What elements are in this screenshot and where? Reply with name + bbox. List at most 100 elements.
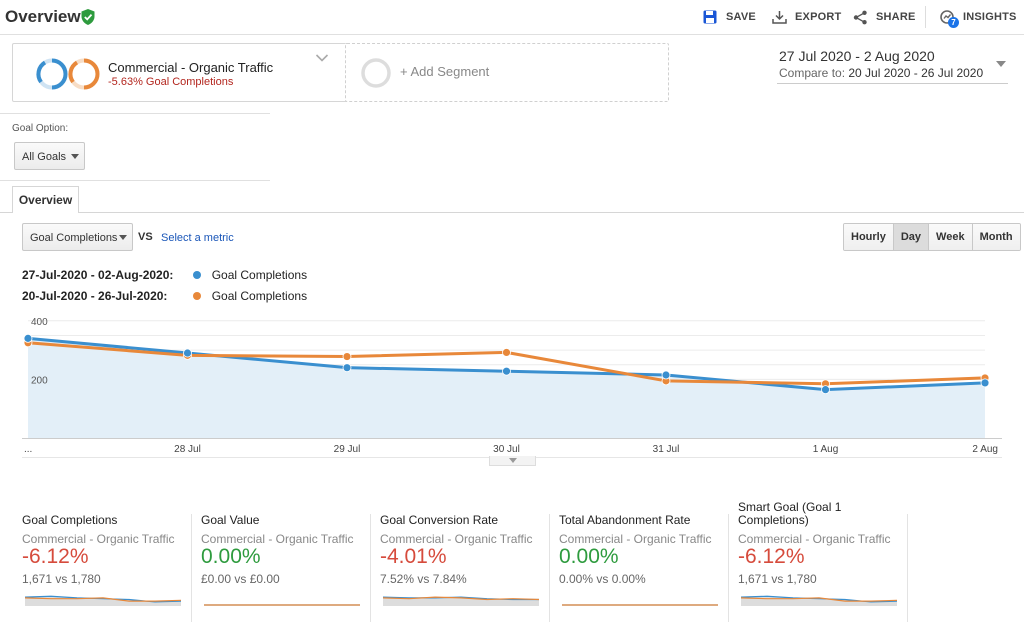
tab-overview[interactable]: Overview: [12, 186, 79, 213]
insights-count-badge: 7: [948, 17, 959, 28]
summary-card[interactable]: Goal Conversion Rate Commercial - Organic…: [380, 500, 550, 620]
save-button[interactable]: SAVE: [703, 0, 756, 34]
series-1-point: [502, 366, 511, 376]
page-title: Overview: [5, 7, 81, 26]
series-1-point: [183, 348, 192, 358]
card-percent-change: -6.12%: [738, 545, 805, 568]
x-tick-label: 1 Aug: [813, 444, 839, 455]
card-segment: Commercial - Organic Traffic: [380, 532, 533, 546]
card-title: Goal Value: [201, 513, 260, 527]
date-range-compare: Compare to: 20 Jul 2020 - 26 Jul 2020: [779, 66, 983, 80]
card-percent-change: -4.01%: [380, 545, 447, 568]
card-divider: [549, 514, 550, 622]
period-day-button[interactable]: Day: [892, 224, 929, 250]
select-metric-link[interactable]: Select a metric: [161, 232, 234, 244]
date-range-picker[interactable]: 27 Jul 2020 - 2 Aug 2020 Compare to: 20 …: [777, 46, 1008, 84]
export-button[interactable]: EXPORT: [772, 0, 841, 34]
export-label: EXPORT: [795, 11, 842, 23]
card-divider: [907, 514, 908, 622]
legend-range: 20-Jul-2020 - 26-Jul-2020:: [22, 289, 168, 303]
sparkline-series-1: [382, 596, 539, 601]
card-divider: [370, 514, 371, 622]
card-divider: [191, 514, 192, 622]
segment-change: -5.63% Goal Completions: [108, 76, 234, 88]
goal-option-label: Goal Option:: [12, 123, 69, 134]
period-toggle: Hourly Day Week Month: [843, 223, 1021, 251]
period-hourly-button[interactable]: Hourly: [844, 224, 893, 250]
legend-range: 27-Jul-2020 - 02-Aug-2020:: [22, 268, 174, 282]
legend-dot-orange: [193, 292, 202, 300]
card-segment: Commercial - Organic Traffic: [738, 532, 891, 546]
series-2-point: [342, 352, 352, 361]
summary-card[interactable]: Total Abandonment Rate Commercial - Organ…: [559, 500, 729, 620]
compare-prefix: Compare to:: [779, 66, 846, 80]
series-1-point: [661, 370, 671, 380]
card-title: Smart Goal (Goal 1 Completions): [738, 500, 842, 527]
sparkline-series-2: [740, 597, 898, 602]
x-tick-label: ...: [24, 444, 32, 455]
summary-card[interactable]: Goal Completions Commercial - Organic Tra…: [22, 500, 192, 620]
card-comparison: £0.00 vs £0.00: [201, 572, 280, 586]
metric-select-value: Goal Completions: [30, 232, 118, 244]
x-tick-label: 29 Jul: [334, 444, 361, 455]
add-segment-button[interactable]: + Add Segment: [345, 43, 669, 102]
compare-value: 20 Jul 2020 - 26 Jul 2020: [848, 66, 984, 80]
verified-shield-icon: [81, 9, 95, 25]
summary-card[interactable]: Smart Goal (Goal 1 Completions) Commercia…: [738, 500, 908, 620]
period-week-button[interactable]: Week: [928, 224, 972, 250]
series-area: [28, 338, 985, 438]
series-2-point: [502, 348, 511, 357]
y-tick-label: 200: [31, 375, 48, 386]
empty-segment-icon: [361, 58, 391, 88]
metric-select[interactable]: Goal Completions: [22, 223, 133, 251]
legend-dot-blue: [193, 271, 202, 279]
segment-name: Commercial - Organic Traffic: [108, 60, 274, 75]
sparkline-series-2: [382, 596, 540, 601]
segment-card[interactable]: Commercial - Organic Traffic -5.63% Goal…: [12, 43, 364, 102]
goal-completions-line-chart: 400 200... 28 Jul 29 Jul 30 Jul 31 Jul 1 Aug 2 …: [22, 317, 1002, 458]
caret-down-icon: [996, 61, 1006, 67]
share-icon: [853, 10, 867, 24]
add-segment-label: + Add Segment: [400, 64, 490, 79]
card-percent-change: 0.00%: [201, 545, 261, 568]
caret-down-icon: [119, 235, 127, 240]
share-label: SHARE: [876, 11, 916, 23]
card-title: Goal Completions: [22, 513, 118, 527]
sparkline-series-1: [24, 595, 182, 603]
sparkline: [382, 596, 540, 606]
save-label: SAVE: [726, 11, 756, 23]
card-comparison: 1,671 vs 1,780: [738, 572, 817, 586]
collapse-chart-toggle[interactable]: [489, 456, 536, 466]
legend-previous: 20-Jul-2020 - 26-Jul-2020: Goal Completi…: [22, 289, 307, 303]
card-comparison: 1,671 vs 1,780: [22, 572, 101, 586]
insights-button[interactable]: INSIGHTS: [939, 0, 1017, 34]
y-tick-label: 400: [31, 317, 48, 328]
tab-divider: [0, 212, 1024, 213]
x-tick-label: 31 Jul: [653, 444, 680, 455]
sparkline: [24, 595, 182, 606]
segment-donut-icon: [36, 58, 100, 90]
chevron-down-icon[interactable]: [315, 53, 329, 63]
period-month-button[interactable]: Month: [971, 224, 1020, 250]
caret-down-icon: [509, 458, 517, 463]
summary-card[interactable]: Goal Value Commercial - Organic Traffic 0.…: [201, 500, 371, 620]
x-tick-label: 2 Aug: [972, 444, 998, 455]
card-comparison: 7.52% vs 7.84%: [380, 572, 467, 586]
download-icon: [772, 11, 787, 24]
series-1-point: [23, 333, 33, 343]
date-range-main: 27 Jul 2020 - 2 Aug 2020: [779, 48, 935, 64]
card-percent-change: -6.12%: [22, 545, 89, 568]
toolbar-divider: [925, 6, 926, 28]
series-1-point: [980, 378, 990, 388]
goal-option-panel: Goal Option: All Goals: [0, 113, 270, 181]
caret-down-icon: [71, 154, 79, 159]
card-percent-change: 0.00%: [559, 545, 619, 568]
share-button[interactable]: SHARE: [853, 0, 916, 34]
sparkline: [562, 604, 718, 606]
goal-option-select[interactable]: All Goals: [14, 142, 85, 170]
card-title: Total Abandonment Rate: [559, 513, 691, 527]
x-tick-label: 28 Jul: [174, 444, 201, 455]
series-1-point: [821, 385, 830, 395]
insights-label: INSIGHTS: [963, 11, 1017, 23]
vs-label: VS: [138, 231, 153, 243]
